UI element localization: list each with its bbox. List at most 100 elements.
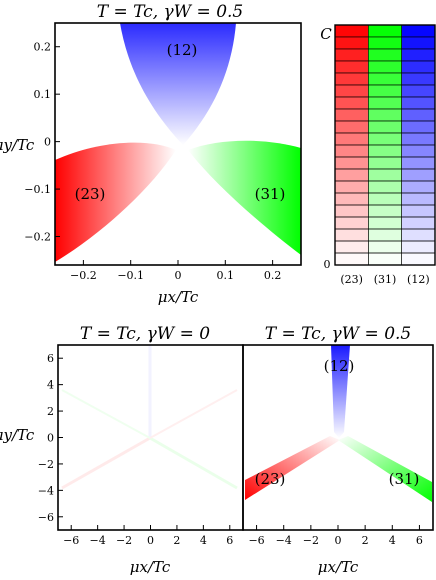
y-tick-label: −2 <box>38 458 54 471</box>
color-scale-cell <box>368 48 402 62</box>
color-scale-cell <box>368 180 402 194</box>
x-tick-label: 0 <box>175 269 182 282</box>
bottom-left-heatmap-title: T = Tc, γW = 0 <box>80 324 210 344</box>
color-scale-cell <box>401 204 436 218</box>
color-scale-cell <box>368 204 402 218</box>
color-scale-cell <box>334 240 369 254</box>
region-label-31-bottom: (31) <box>389 470 420 488</box>
x-tick-label: 4 <box>200 534 207 547</box>
y-tick-label: −0.2 <box>24 231 51 244</box>
color-scale-zero-label: 0 <box>324 258 331 271</box>
bottom-left-heatmap-panel: T = Tc, γW = 0 −6 −4 −2 0 2 4 6 6 4 2 0 −2 −4 −6 μx/… <box>0 324 244 576</box>
color-scale-cell <box>401 60 436 74</box>
color-scale-cell <box>368 108 402 122</box>
color-scale-cell <box>368 240 402 254</box>
color-scale-cell <box>401 96 436 110</box>
color-scale-cell <box>368 36 402 50</box>
color-scale-cell <box>334 108 369 122</box>
color-scale-category-label: (12) <box>407 273 430 286</box>
color-scale-cell <box>368 120 402 134</box>
x-tick-label: 6 <box>416 534 423 547</box>
bottom-left-heatmap-xticks: −6 −4 −2 0 2 4 6 <box>63 525 233 547</box>
bottom-left-heatmap-ylabel: μy/Tc <box>0 426 35 444</box>
top-heatmap-ylabel: μy/Tc <box>0 136 35 154</box>
x-tick-label: −6 <box>63 534 79 547</box>
x-tick-label: 0.2 <box>264 269 282 282</box>
x-tick-label: −6 <box>248 534 264 547</box>
color-scale-frame <box>334 24 436 266</box>
x-tick-label: −2 <box>116 534 132 547</box>
faint-region-traces <box>61 345 238 490</box>
top-heatmap-panel: T = Tc, γW = 0.5 (12) (23) (31) −0.2 −0.1… <box>0 2 302 306</box>
region-label-23-top: (23) <box>75 185 106 203</box>
y-tick-label: 0 <box>44 136 51 149</box>
color-scale-cell <box>401 48 436 62</box>
color-scale-cell <box>334 228 369 242</box>
color-scale-cell <box>368 84 402 98</box>
color-scale-cell <box>334 180 369 194</box>
color-scale-cell <box>334 252 369 266</box>
color-scale-cell <box>368 60 402 74</box>
y-tick-label: −4 <box>38 484 54 497</box>
color-scale-cell <box>401 180 436 194</box>
color-scale-cell <box>368 228 402 242</box>
color-scale-cell <box>334 72 369 86</box>
color-scale-cell <box>334 168 369 182</box>
region-31-area <box>188 140 301 255</box>
color-scale-cell <box>334 204 369 218</box>
region-label-31-top: (31) <box>255 185 286 203</box>
color-scale-cell <box>334 60 369 74</box>
color-scale-cell <box>401 144 436 158</box>
x-tick-label: 4 <box>389 534 396 547</box>
x-tick-label: 6 <box>226 534 233 547</box>
color-scale-cell <box>401 120 436 134</box>
color-scale-cell <box>334 84 369 98</box>
bottom-right-heatmap-xlabel: μx/Tc <box>318 558 359 576</box>
y-tick-label: 0.2 <box>34 41 52 54</box>
color-scale-cell <box>368 72 402 86</box>
color-scale-panel: C 0 (23) (31) (12) <box>320 24 436 286</box>
color-scale-cell <box>401 192 436 206</box>
color-scale-cell <box>401 216 436 230</box>
region-23-area <box>55 142 176 262</box>
bottom-left-heatmap-yticks: 6 4 2 0 −2 −4 −6 <box>38 352 63 524</box>
bottom-left-heatmap-xlabel: μx/Tc <box>130 558 171 576</box>
x-tick-label: −0.2 <box>70 269 97 282</box>
color-scale-cell <box>368 216 402 230</box>
color-scale-cell <box>401 132 436 146</box>
top-heatmap-xticks: −0.2 −0.1 0 0.1 0.2 <box>70 260 281 282</box>
color-scale-cell <box>401 72 436 86</box>
color-scale-cell <box>401 168 436 182</box>
color-scale-category-labels: (23) (31) (12) <box>340 273 429 286</box>
color-scale-cell <box>401 228 436 242</box>
color-scale-cell <box>401 240 436 254</box>
region-31-area-bottom <box>338 436 432 502</box>
bottom-right-heatmap-xticks: −6 −4 −2 0 2 4 6 <box>248 525 423 547</box>
x-tick-label: 2 <box>362 534 369 547</box>
x-tick-label: −0.1 <box>117 269 144 282</box>
region-label-12-top: (12) <box>167 41 198 59</box>
top-heatmap-yticks: 0.2 0.1 0 −0.1 −0.2 <box>24 41 60 244</box>
y-tick-label: 0.1 <box>34 88 52 101</box>
x-tick-label: −4 <box>276 534 292 547</box>
x-tick-label: 0 <box>335 534 342 547</box>
color-scale-cell <box>334 24 369 38</box>
x-tick-label: 0.1 <box>217 269 235 282</box>
color-scale-cell <box>334 192 369 206</box>
color-scale-cell <box>334 216 369 230</box>
color-scale-cell <box>368 192 402 206</box>
top-heatmap-title: T = Tc, γW = 0.5 <box>97 2 243 22</box>
top-heatmap-xlabel: μx/Tc <box>158 288 199 306</box>
color-scale-cell <box>401 84 436 98</box>
bottom-right-heatmap-title: T = Tc, γW = 0.5 <box>265 324 411 344</box>
color-scale-ylabel: C <box>320 25 332 43</box>
y-tick-label: −6 <box>38 511 54 524</box>
color-scale-cell <box>334 132 369 146</box>
color-scale-cell <box>401 36 436 50</box>
region-12-area <box>120 23 236 145</box>
color-scale-cell <box>368 144 402 158</box>
color-scale-cells <box>334 24 436 266</box>
color-scale-cell <box>368 156 402 170</box>
color-scale-cell <box>401 252 436 266</box>
